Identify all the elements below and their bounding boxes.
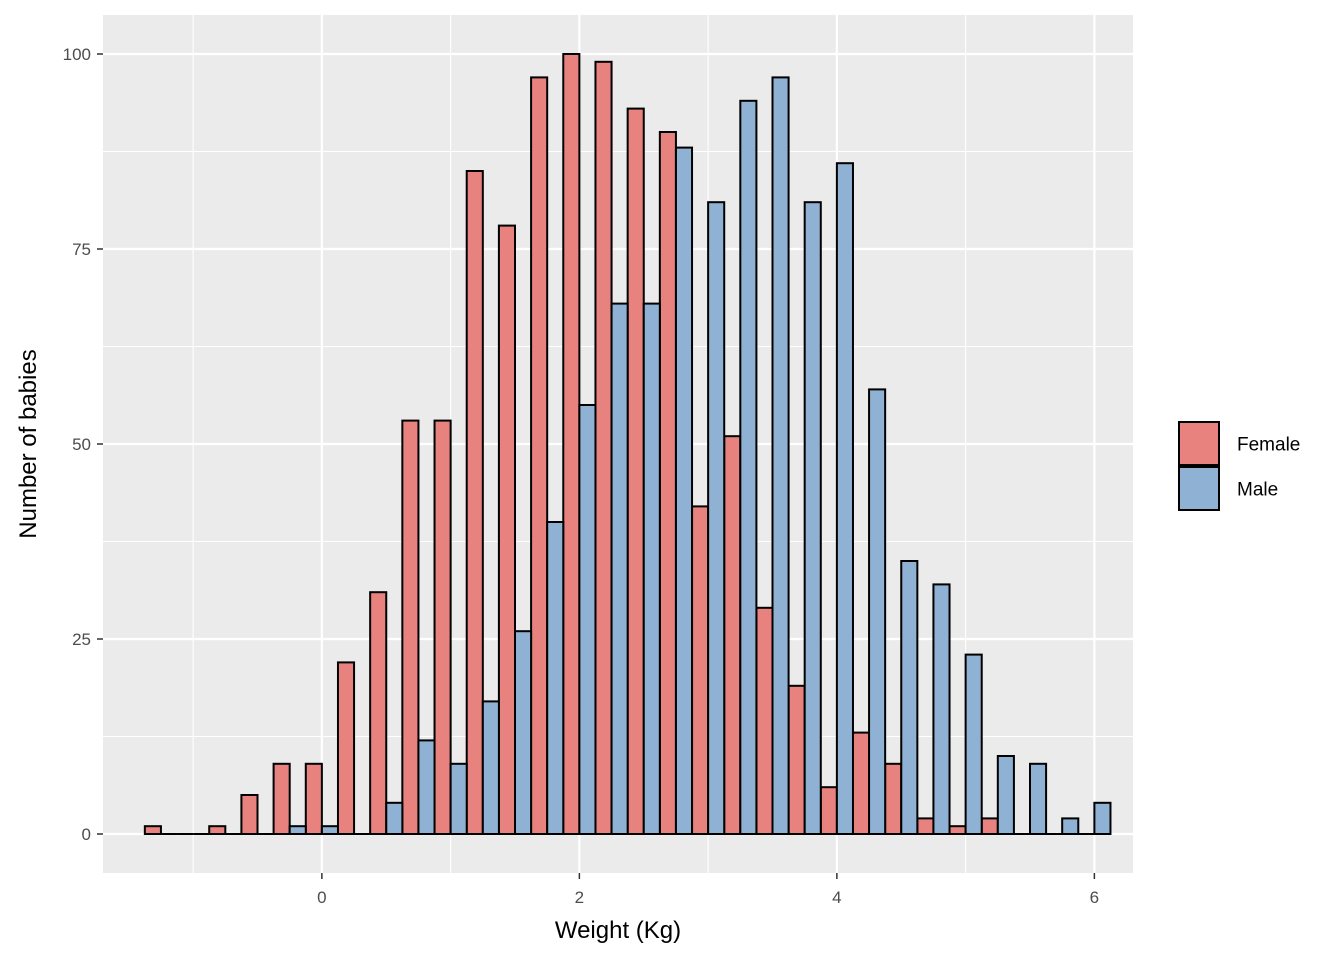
bar-male xyxy=(642,302,661,836)
bar-male xyxy=(578,404,597,835)
bar-male xyxy=(868,388,887,835)
bar-male xyxy=(449,762,468,835)
x-tick-label: 6 xyxy=(1090,888,1099,907)
bar-female xyxy=(240,794,259,835)
bar-female xyxy=(691,505,710,835)
bar-male xyxy=(932,583,951,836)
bar-male xyxy=(996,755,1015,835)
bar-male xyxy=(739,99,758,836)
bar-male xyxy=(1029,762,1048,835)
bar-female xyxy=(143,825,162,836)
legend-label-female: Female xyxy=(1237,435,1300,456)
x-tick-label: 4 xyxy=(832,888,841,907)
bar-female xyxy=(562,53,581,835)
bar-female xyxy=(465,170,484,835)
bar-female xyxy=(723,435,742,835)
bar-male xyxy=(320,825,339,836)
bar-male xyxy=(803,201,822,835)
bar-male xyxy=(481,700,500,836)
bar-male xyxy=(900,560,919,835)
bar-male xyxy=(835,162,854,835)
bar-female xyxy=(658,131,677,835)
bar-female xyxy=(916,817,935,836)
bar-female xyxy=(948,825,967,836)
axes-group: 0 2 4 6 0 25 50 75 100 xyxy=(63,45,1099,907)
y-tick-label: 50 xyxy=(72,435,91,454)
bar-female xyxy=(369,591,388,836)
bar-male xyxy=(514,630,533,836)
y-tick-label: 0 xyxy=(82,825,91,844)
y-axis-title: Number of babies xyxy=(15,349,42,538)
bar-female xyxy=(626,107,645,836)
legend-key-female xyxy=(1178,421,1220,466)
bar-male xyxy=(674,146,694,836)
bar-female xyxy=(272,762,291,835)
legend-key-male xyxy=(1178,466,1220,511)
bar-male xyxy=(385,801,404,835)
bar-male xyxy=(288,825,307,836)
bar-female xyxy=(755,606,774,835)
bar-female xyxy=(594,60,613,836)
bar-male xyxy=(1061,817,1080,836)
bar-female xyxy=(980,817,999,836)
bar-male xyxy=(707,201,726,835)
bar-male xyxy=(417,739,436,836)
bar-female xyxy=(884,762,903,835)
bars-group xyxy=(143,53,1112,836)
bar-male xyxy=(1093,801,1112,835)
bar-female xyxy=(819,786,838,836)
bar-female xyxy=(530,76,549,835)
bar-male xyxy=(610,302,629,836)
bar-female xyxy=(304,762,323,835)
bar-female xyxy=(401,419,420,835)
bar-male xyxy=(771,76,790,835)
bar-male xyxy=(546,521,565,835)
y-tick-label: 25 xyxy=(72,630,91,649)
bar-female xyxy=(787,684,806,835)
legend-label-male: Male xyxy=(1237,480,1278,501)
bar-male xyxy=(964,653,983,835)
x-axis-title: Weight (Kg) xyxy=(555,917,681,944)
bar-female xyxy=(851,731,871,835)
bar-female xyxy=(433,419,452,835)
legend: Female Male xyxy=(1178,421,1300,511)
bar-female xyxy=(336,661,356,836)
x-tick-label: 0 xyxy=(317,888,326,907)
x-tick-label: 2 xyxy=(575,888,584,907)
y-tick-label: 100 xyxy=(63,45,91,64)
y-tick-label: 75 xyxy=(72,240,91,259)
bar-female xyxy=(497,224,516,836)
bar-female xyxy=(208,825,227,836)
